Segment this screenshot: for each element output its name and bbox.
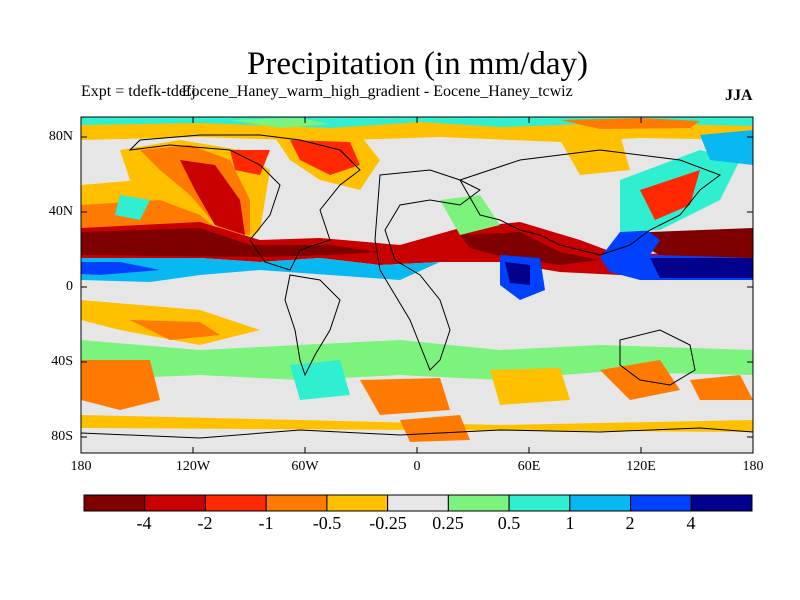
- lat-label-80s: 80S: [51, 429, 73, 444]
- colorbar-label: -2: [197, 513, 213, 533]
- si-dry: [490, 368, 570, 405]
- expt-runs: Eocene_Haney_warm_high_gradient - Eocene…: [181, 83, 573, 100]
- lon-label-180e: 180: [742, 459, 764, 474]
- colorbar-label: 1: [565, 513, 575, 533]
- atl-dry-2: [290, 140, 360, 175]
- colorbar-label: 2: [625, 513, 635, 533]
- lat-label-40s: 40S: [51, 354, 73, 369]
- io-wet-core: [505, 262, 530, 285]
- lon-tick-marks: [80, 117, 754, 453]
- colorbar-swatch: [144, 494, 206, 512]
- pac-wet-patch: [115, 195, 150, 220]
- tropical-wet-core-west: [81, 262, 160, 275]
- colorbar-swatch: [387, 494, 449, 512]
- tropical-wet-band: [81, 258, 440, 282]
- lon-label-60w: 60W: [291, 459, 319, 474]
- arctic-dry-band: [81, 122, 753, 142]
- asia-dry: [560, 135, 630, 175]
- wpac-wet-core: [650, 258, 753, 278]
- lon-label-0: 0: [413, 459, 421, 474]
- colorbar-swatch: [690, 494, 753, 512]
- arctic-dry-patch: [560, 118, 700, 129]
- colorbar-swatch: [326, 494, 389, 512]
- antarctic-dry-patch: [400, 415, 470, 442]
- lon-label-120w: 120W: [175, 459, 211, 474]
- precip-field: [81, 117, 753, 453]
- coastlines: [81, 134, 753, 439]
- lon-label-120e: 120E: [626, 459, 656, 474]
- colorbar-swatch: [508, 494, 571, 512]
- experiment-subtitle: Expt = tdefk-tdefjEocene_Haney_warm_high…: [81, 82, 573, 102]
- lat-label-40n: 40N: [48, 204, 73, 219]
- colorbar-swatch: [630, 494, 692, 512]
- tropical-dry-core-east: [640, 228, 753, 258]
- sa-wet: [290, 360, 350, 400]
- sh-dry-2: [130, 320, 220, 340]
- colorbar-label: 0.5: [497, 513, 521, 533]
- colorbar-swatch: [447, 494, 510, 512]
- season-label: JJA: [725, 87, 753, 104]
- colorbar-label: -0.25: [369, 513, 407, 533]
- colorbar-swatch: [204, 494, 267, 512]
- na-dry-3: [180, 160, 245, 235]
- na-east-dry: [230, 150, 270, 175]
- colorbar-swatch: [265, 494, 328, 512]
- lat-label-0: 0: [66, 279, 73, 294]
- tropical-dry-core-west: [81, 228, 380, 257]
- np-dry: [640, 170, 700, 220]
- tropical-dry-core-india: [460, 232, 600, 265]
- colorbar-label: -1: [258, 513, 274, 533]
- colorbar-label: 0.25: [432, 513, 464, 533]
- colorbar-swatch: [569, 494, 632, 512]
- colorbar-label: -4: [136, 513, 152, 533]
- lon-label-180w: 180: [70, 459, 92, 474]
- lat-label-80n: 80N: [48, 129, 73, 144]
- colorbar: [83, 494, 753, 512]
- colorbar-label: -0.5: [312, 513, 342, 533]
- sp-dry: [81, 360, 160, 410]
- colorbar-swatch: [83, 494, 146, 512]
- tas-dry: [690, 375, 753, 400]
- lat-tick-marks: [81, 136, 753, 438]
- sh-wet-band: [81, 340, 753, 380]
- expt-label: Expt = tdefk-tdefj: [81, 83, 196, 100]
- sa-dry: [360, 378, 450, 415]
- plot-title: Precipitation (in mm/day): [247, 46, 588, 82]
- np-wet-2: [700, 130, 753, 165]
- lon-label-60e: 60E: [517, 459, 541, 474]
- colorbar-label: 4: [686, 513, 696, 533]
- med-wet: [440, 195, 500, 235]
